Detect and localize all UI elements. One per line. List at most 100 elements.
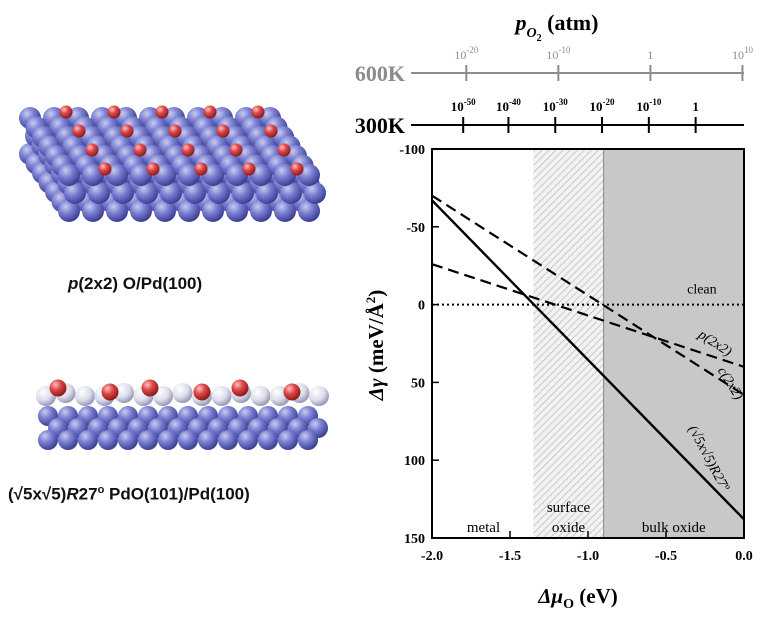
x-tick-label: -0.5 (655, 549, 677, 564)
pd-atom (250, 164, 272, 186)
o-atom (141, 379, 159, 397)
pd-atom (64, 182, 86, 204)
y-tick-label: -50 (406, 221, 425, 236)
pd-atom (130, 164, 152, 186)
top-model-caption: p(2x2) O/Pd(100) (68, 274, 202, 294)
pdo101-pd100-model-image (36, 379, 329, 450)
o-atom (231, 379, 249, 397)
pd-oxide-atom (153, 386, 173, 406)
o-atom (155, 105, 169, 119)
pd-oxide-atom (75, 386, 95, 406)
o-atom (229, 143, 243, 157)
y-tick-label: 0 (418, 299, 425, 314)
x-tick-label: -2.0 (421, 549, 443, 564)
pd-atom (226, 164, 248, 186)
pd-atom (226, 200, 248, 222)
o-atom (242, 162, 256, 176)
structure-models-panel: p(2x2) O/Pd(100) (√5x√5)R27o PdO(101)/Pd… (0, 0, 345, 613)
pd-atom (298, 430, 318, 450)
xlabel-unit: (eV) (574, 584, 618, 608)
pressure-axes-layer: 600K 10-20 10-10 1 1010 300K 10-50 10-40 10-30 10… (355, 45, 754, 138)
pd-atom (232, 182, 254, 204)
o-atom (98, 162, 112, 176)
ylabel-unit: (meV/Å (364, 302, 388, 378)
pd-atom (160, 182, 182, 204)
series-layer (431, 194, 745, 521)
pd-atom (154, 200, 176, 222)
pd-atom (38, 430, 58, 450)
pd-oxide-atom (114, 383, 134, 403)
pd-atom (82, 200, 104, 222)
pd-atom (208, 182, 230, 204)
pd-atom (298, 200, 320, 222)
o-atom (85, 143, 99, 157)
o-atom (290, 162, 304, 176)
x-tick-label: 0.0 (735, 549, 753, 564)
pd-atom (178, 164, 200, 186)
pd-atom (58, 430, 78, 450)
pd-atom (184, 182, 206, 204)
xlabel-mu: Δμ (537, 584, 563, 608)
y-tick-label: 50 (411, 376, 425, 391)
x-tick-label: -1.0 (577, 549, 599, 564)
series-line-p-2x2- (431, 263, 745, 368)
pd-atom (82, 164, 104, 186)
p2x2-o-pd100-model-image (19, 105, 326, 222)
pressure-tick-label: 10-10 (636, 97, 661, 114)
caption-text: (2x2) O/Pd(100) (78, 274, 203, 293)
pd-atom (78, 430, 98, 450)
pd-atom (106, 164, 128, 186)
surface-energy-chart-panel: pO2 (atm) -2.0 -1.5 -1.0 -0.5 0.0 -100 -50 0 50 1… (345, 0, 765, 613)
caption-part1: (√5x√5) (8, 484, 67, 504)
pd-atom (158, 430, 178, 450)
o-atom (216, 124, 230, 138)
series-line--5x-5-r27- (431, 199, 745, 521)
title-subsub: 2 (537, 33, 542, 44)
o-atom (133, 143, 147, 157)
pressure-tick-label: 10-20 (454, 45, 478, 62)
pd-atom (202, 200, 224, 222)
pd-atom (274, 200, 296, 222)
o-atom (59, 105, 73, 119)
caption-degree: o (97, 484, 105, 496)
x-axis-label: ΔμO (eV) (537, 584, 617, 612)
pd-atom (238, 430, 258, 450)
temperature-label: 300K (355, 113, 405, 138)
o-atom (193, 383, 211, 401)
pd-atom (256, 182, 278, 204)
pd-atom (130, 200, 152, 222)
caption-part2: 27 (78, 484, 98, 504)
o-atom (101, 383, 119, 401)
pd-oxide-atom (211, 386, 232, 406)
series-line-c-2x2- (431, 194, 745, 396)
pd-atom (136, 182, 158, 204)
pd-atom (58, 164, 80, 186)
region-label-surface-oxide-line2: oxide (552, 520, 586, 536)
pressure-tick-label: 1010 (732, 45, 754, 62)
axes-layer: -2.0 -1.5 -1.0 -0.5 0.0 -100 -50 0 50 100 150 (399, 143, 752, 564)
pd-atom (198, 430, 218, 450)
title-p: p (514, 10, 527, 35)
pd-atom (112, 182, 134, 204)
ylabel-close: ) (364, 290, 388, 297)
o-atom (194, 162, 208, 176)
pd-atom (280, 182, 302, 204)
pressure-tick-label: 1 (692, 99, 699, 114)
region-bulk-oxide-shade (603, 149, 744, 538)
pd-atom (250, 200, 272, 222)
pd-atom (258, 430, 278, 450)
o-atom (203, 105, 217, 119)
y-tick-label: 100 (404, 454, 425, 469)
x-tick-label: -1.5 (499, 549, 521, 564)
surface-energy-chart: pO2 (atm) -2.0 -1.5 -1.0 -0.5 0.0-100-500501… (355, 10, 754, 612)
pd-atom (178, 430, 198, 450)
pd-atom (154, 164, 176, 186)
pressure-tick-label: 10-30 (543, 97, 568, 114)
o-atom (251, 105, 265, 119)
region-label-bulk-oxide: bulk oxide (642, 520, 706, 536)
title-sub: O (527, 26, 537, 41)
caption-italic-r: R (66, 484, 79, 504)
pd-atom (304, 182, 326, 204)
y-tick-label: 150 (404, 532, 425, 547)
o-atom (168, 124, 182, 138)
